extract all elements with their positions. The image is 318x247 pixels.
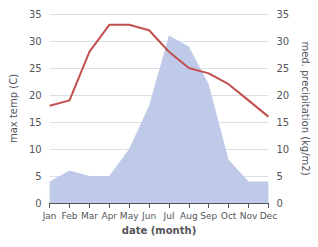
svg-text:Oct: Oct	[221, 211, 237, 221]
svg-text:med. precipitation (kg/m2): med. precipitation (kg/m2)	[300, 41, 311, 175]
svg-text:Aug: Aug	[180, 211, 198, 221]
svg-text:Jan: Jan	[42, 211, 57, 221]
svg-text:25: 25	[29, 63, 42, 74]
svg-text:Mar: Mar	[81, 211, 98, 221]
svg-text:20: 20	[29, 90, 42, 101]
svg-text:Sep: Sep	[200, 211, 217, 221]
svg-text:May: May	[120, 211, 139, 221]
svg-text:15: 15	[276, 117, 289, 128]
svg-text:15: 15	[29, 117, 42, 128]
svg-text:5: 5	[35, 171, 41, 182]
svg-text:date (month): date (month)	[122, 225, 196, 236]
svg-text:35: 35	[276, 9, 289, 20]
svg-text:0: 0	[35, 198, 41, 209]
svg-text:Jun: Jun	[141, 211, 156, 221]
svg-text:Nov: Nov	[240, 211, 258, 221]
svg-text:10: 10	[29, 144, 42, 155]
svg-text:0: 0	[276, 198, 282, 209]
svg-text:Jul: Jul	[163, 211, 175, 221]
svg-text:Apr: Apr	[101, 211, 117, 221]
svg-text:Dec: Dec	[260, 211, 277, 221]
svg-text:max temp (C): max temp (C)	[8, 74, 19, 143]
svg-text:30: 30	[276, 36, 289, 47]
svg-text:30: 30	[29, 36, 42, 47]
svg-text:20: 20	[276, 90, 289, 101]
svg-text:10: 10	[276, 144, 289, 155]
svg-text:25: 25	[276, 63, 289, 74]
svg-text:35: 35	[29, 9, 42, 20]
svg-text:Feb: Feb	[62, 211, 78, 221]
svg-text:5: 5	[276, 171, 282, 182]
